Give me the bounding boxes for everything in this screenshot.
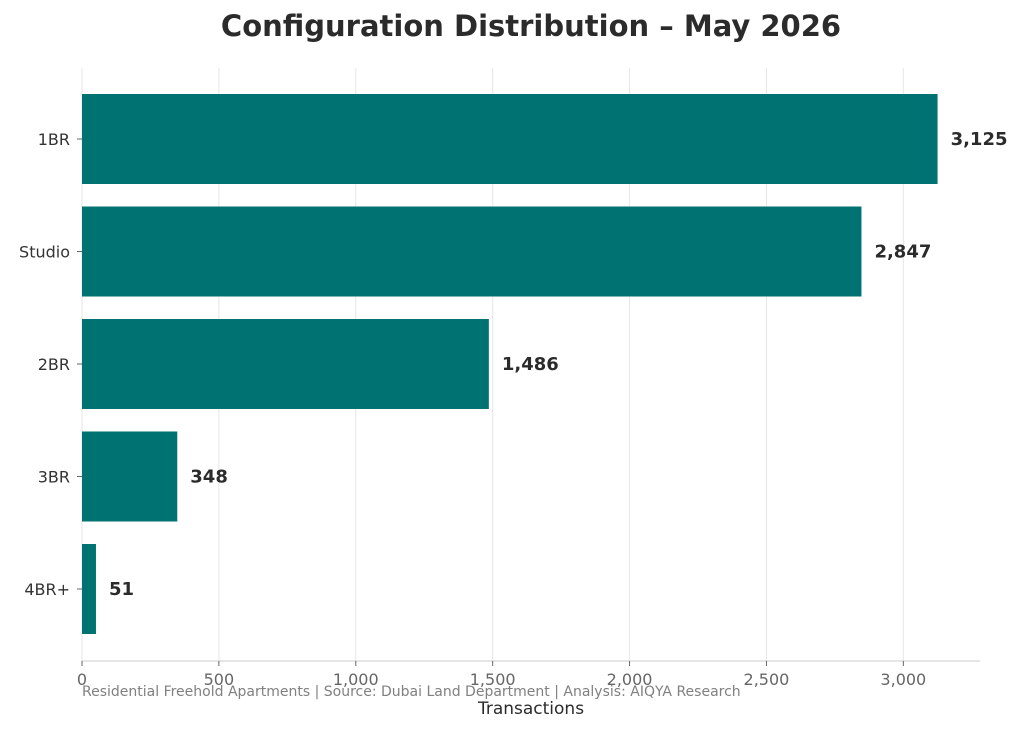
x-tick-label: 1,000	[333, 670, 379, 689]
data-label: 348	[190, 467, 228, 488]
bar-4br	[82, 544, 96, 634]
bars	[82, 94, 938, 634]
x-tick-label: 2,000	[607, 670, 653, 689]
x-tick-label: 0	[77, 670, 87, 689]
x-axis-title: Transactions	[477, 699, 584, 719]
data-label: 51	[109, 579, 134, 600]
y-tick-label: 3BR	[38, 468, 70, 487]
y-tick-label: 4BR+	[24, 580, 70, 599]
value-labels: 3,125 2,847 1,486 348 51	[109, 129, 1008, 600]
x-tick-label: 1,500	[470, 670, 516, 689]
x-axis-ticks: 0 500 1,000 1,500 2,000 2,500 3,000	[77, 661, 926, 689]
chart-title: Configuration Distribution – May 2026	[221, 9, 841, 43]
footnote: Residential Freehold Apartments | Source…	[82, 684, 741, 700]
bar-1br	[82, 94, 938, 184]
bar-3br	[82, 431, 178, 522]
y-tick-label: 2BR	[38, 355, 70, 374]
x-tick-label: 2,500	[744, 670, 790, 689]
y-axis-labels: 1BR Studio 2BR 3BR 4BR+	[19, 130, 82, 599]
data-label: 3,125	[951, 129, 1008, 150]
x-tick-label: 500	[204, 670, 235, 689]
bar-studio	[82, 206, 862, 297]
y-tick-label: Studio	[19, 243, 70, 262]
bar-2br	[82, 319, 489, 409]
y-tick-label: 1BR	[38, 130, 70, 149]
x-tick-label: 3,000	[880, 670, 926, 689]
data-label: 1,486	[502, 354, 559, 375]
data-label: 2,847	[874, 242, 931, 263]
